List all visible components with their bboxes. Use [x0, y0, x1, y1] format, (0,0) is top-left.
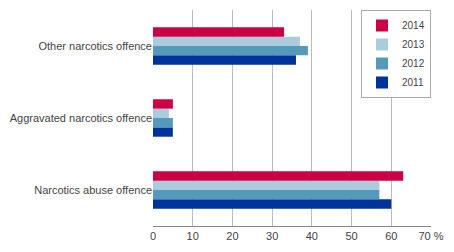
svg-text:2011: 2011 — [402, 77, 424, 88]
svg-text:0: 0 — [150, 230, 156, 242]
svg-text:60: 60 — [385, 230, 397, 242]
svg-text:2012: 2012 — [402, 58, 425, 69]
svg-text:Aggravated narcotics offence: Aggravated narcotics offence — [10, 112, 152, 124]
svg-text:20: 20 — [226, 230, 238, 242]
svg-text:Other narcotics offence: Other narcotics offence — [38, 40, 152, 52]
svg-text:40: 40 — [306, 230, 318, 242]
svg-text:70 %: 70 % — [418, 230, 443, 242]
svg-text:2014: 2014 — [402, 20, 425, 31]
svg-text:30: 30 — [266, 230, 278, 242]
svg-text:10: 10 — [187, 230, 199, 242]
svg-text:50: 50 — [345, 230, 357, 242]
svg-text:Narcotics abuse offence: Narcotics abuse offence — [34, 184, 152, 196]
svg-text:2013: 2013 — [402, 39, 425, 50]
